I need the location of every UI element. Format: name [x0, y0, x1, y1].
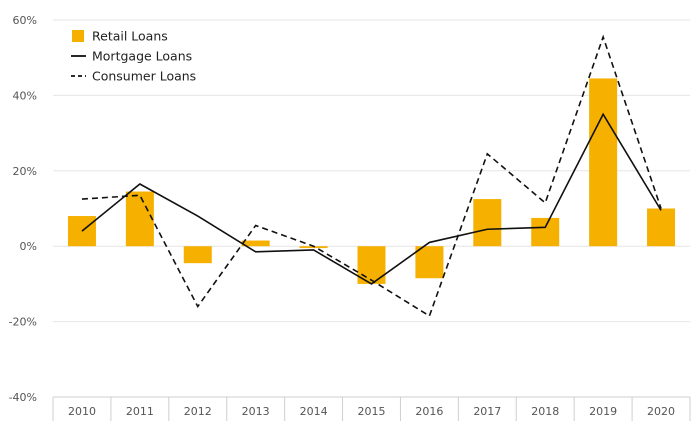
x-tick-label: 2018 — [531, 405, 559, 418]
x-tick-label: 2014 — [300, 405, 328, 418]
x-tick-label: 2020 — [647, 405, 675, 418]
legend-label: Mortgage Loans — [92, 49, 192, 64]
x-tick-label: 2015 — [358, 405, 386, 418]
retail-loans-bars — [67, 78, 676, 284]
bar-retail-loans-2014 — [299, 246, 328, 249]
x-tick-label: 2017 — [473, 405, 501, 418]
x-tick-label: 2013 — [242, 405, 270, 418]
x-tick-label: 2012 — [184, 405, 212, 418]
x-axis: 2010 2011 2012 2013 2014 2015 2016 2017 2018 2019… — [52, 396, 691, 421]
y-axis-ticks: 60% 40% 20% 0% -20% -40% — [9, 14, 37, 404]
legend-swatch-retail-loans — [72, 30, 84, 42]
y-tick-label: 60% — [13, 14, 37, 27]
bar-retail-loans-2011 — [125, 191, 154, 247]
bar-retail-loans-2012 — [183, 246, 212, 264]
bar-retail-loans-2018 — [531, 217, 560, 247]
line-consumer-loans — [81, 34, 662, 318]
x-tick-label: 2010 — [68, 405, 96, 418]
bar-retail-loans-2016 — [415, 246, 444, 279]
gridlines — [53, 19, 690, 323]
y-tick-label: 0% — [20, 240, 37, 253]
y-tick-label: -20% — [9, 316, 37, 329]
y-tick-label: 40% — [13, 89, 37, 102]
y-tick-label: 20% — [13, 165, 37, 178]
x-tick-label: 2016 — [415, 405, 443, 418]
bar-retail-loans-2017 — [473, 199, 502, 247]
y-tick-label: -40% — [9, 391, 37, 404]
x-tick-label: 2011 — [126, 405, 154, 418]
x-tick-label: 2019 — [589, 405, 617, 418]
legend-label: Consumer Loans — [92, 69, 196, 84]
bar-retail-loans-2013 — [241, 240, 270, 247]
legend: Retail Loans Mortgage Loans Consumer Loans — [71, 29, 196, 84]
bar-retail-loans-2020 — [647, 208, 676, 247]
bar-retail-loans-2019 — [589, 78, 618, 247]
legend-label: Retail Loans — [92, 29, 168, 44]
line-mortgage-loans — [81, 112, 662, 285]
line-series — [81, 34, 662, 318]
